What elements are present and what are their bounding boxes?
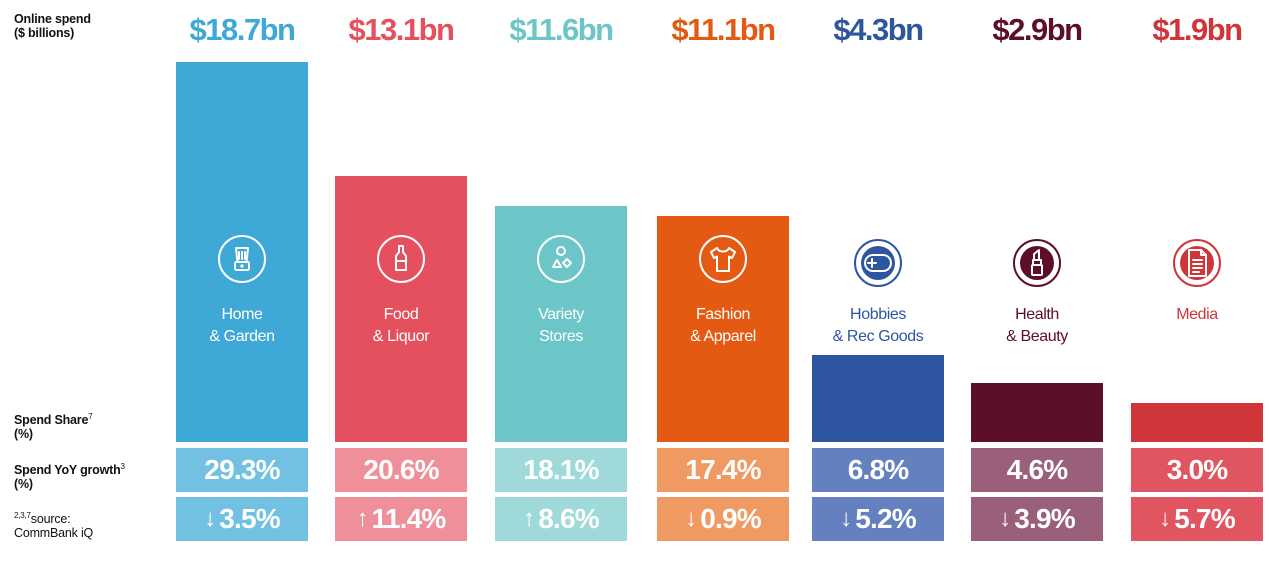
arrow-down-icon: ↓ bbox=[840, 505, 852, 532]
source-footnote-refs: 2,3,7 bbox=[14, 511, 31, 520]
spend-value-label: $4.3bn bbox=[833, 12, 924, 47]
chart-column: $11.1bn Fashion & Apparel 17.4% ↓ 0.9% bbox=[657, 0, 789, 562]
yoy-growth-tile: ↑ 11.4% bbox=[335, 497, 467, 541]
chart-column: $11.6bn Variety Stores 18.1% ↑ 8.6% bbox=[495, 0, 627, 562]
yoy-growth-value: 11.4% bbox=[371, 503, 447, 534]
yoy-growth-value: 8.6% bbox=[538, 503, 599, 534]
spend-value-label: $13.1bn bbox=[348, 12, 455, 47]
category-label-line2: & Garden bbox=[209, 328, 275, 345]
yoy-growth-tile: ↓ 3.5% bbox=[176, 497, 308, 541]
category-label: Variety Stores bbox=[485, 304, 637, 348]
spend-value-label: $2.9bn bbox=[992, 12, 1083, 47]
tshirt-icon bbox=[699, 235, 747, 283]
yoy-growth-value: 3.5% bbox=[219, 503, 280, 534]
arrow-down-icon: ↓ bbox=[685, 505, 697, 532]
source-label-line2: CommBank iQ bbox=[14, 526, 94, 541]
spend-value-label: $1.9bn bbox=[1152, 12, 1243, 47]
arrow-up-icon: ↑ bbox=[356, 505, 368, 532]
category-label-line1: Home bbox=[221, 306, 263, 323]
spend-share-tile: 20.6% bbox=[335, 448, 467, 492]
category-label-line2: & Apparel bbox=[690, 328, 756, 345]
spend-share-tile: 17.4% bbox=[657, 448, 789, 492]
yoy-growth-label: Spend YoY growth3 (%) bbox=[14, 460, 125, 491]
shapes-icon bbox=[537, 235, 585, 283]
category-label-line1: Food bbox=[383, 306, 419, 323]
arrow-down-icon: ↓ bbox=[1159, 505, 1171, 532]
spend-value-label: $18.7bn bbox=[189, 12, 296, 47]
category-label: Hobbies & Rec Goods bbox=[802, 304, 954, 348]
arrow-down-icon: ↓ bbox=[999, 505, 1011, 532]
yoy-growth-footnote: 3 bbox=[120, 462, 125, 471]
online-spend-label: Online spend ($ billions) bbox=[14, 12, 91, 40]
spend-value-label: $11.6bn bbox=[509, 12, 614, 47]
category-label-line2: Stores bbox=[539, 328, 583, 345]
category-label: Food & Liquor bbox=[325, 304, 477, 348]
category-label-line2: & Beauty bbox=[1006, 328, 1068, 345]
spend-bar bbox=[495, 206, 627, 442]
category-label: Media bbox=[1121, 304, 1269, 326]
category-label-line1: Health bbox=[1015, 306, 1059, 323]
yoy-growth-tile: ↓ 3.9% bbox=[971, 497, 1103, 541]
spend-share-label: Spend Share7 (%) bbox=[14, 410, 93, 442]
yoy-growth-value: 5.2% bbox=[855, 503, 916, 534]
spend-share-tile: 18.1% bbox=[495, 448, 627, 492]
chart-column: $2.9bn Health & Beauty 4.6% ↓ 3.9% bbox=[971, 0, 1103, 562]
category-label-line1: Hobbies bbox=[850, 306, 906, 323]
category-label: Fashion & Apparel bbox=[647, 304, 799, 348]
blender-icon bbox=[218, 235, 266, 283]
arrow-down-icon: ↓ bbox=[204, 505, 216, 532]
yoy-growth-label-line2: (%) bbox=[14, 477, 33, 492]
yoy-growth-tile: ↓ 5.7% bbox=[1131, 497, 1263, 541]
spend-share-footnote: 7 bbox=[88, 412, 93, 421]
source-label: 2,3,7source: CommBank iQ bbox=[14, 509, 93, 540]
spend-bar bbox=[812, 355, 944, 442]
lipstick-icon bbox=[1013, 239, 1061, 287]
yoy-growth-label-line1: Spend YoY growth bbox=[14, 463, 121, 478]
spend-share-tile: 4.6% bbox=[971, 448, 1103, 492]
spend-bar bbox=[1131, 403, 1263, 442]
yoy-growth-value: 5.7% bbox=[1174, 503, 1235, 534]
spend-share-tile: 6.8% bbox=[812, 448, 944, 492]
chart-column: $13.1bn Food & Liquor 20.6% ↑ 11.4% bbox=[335, 0, 467, 562]
bottle-icon bbox=[377, 235, 425, 283]
yoy-growth-tile: ↓ 0.9% bbox=[657, 497, 789, 541]
spend-share-label-line1: Spend Share bbox=[14, 413, 89, 428]
category-label-line1: Fashion bbox=[695, 306, 751, 323]
yoy-growth-value: 0.9% bbox=[700, 503, 761, 534]
category-label-line1: Variety bbox=[538, 306, 584, 323]
spend-share-tile: 3.0% bbox=[1131, 448, 1263, 492]
spend-bar bbox=[971, 383, 1103, 442]
chart-column: $18.7bn Home & Garden 29.3% ↓ 3.5% bbox=[176, 0, 308, 562]
document-icon bbox=[1173, 239, 1221, 287]
source-label-line1: source: bbox=[30, 512, 71, 527]
spend-share-tile: 29.3% bbox=[176, 448, 308, 492]
spend-value-label: $11.1bn bbox=[671, 12, 776, 47]
online-spend-label-line1: Online spend bbox=[14, 12, 91, 26]
spend-share-label-line2: (%) bbox=[14, 427, 33, 442]
yoy-growth-tile: ↑ 8.6% bbox=[495, 497, 627, 541]
spend-bar bbox=[335, 176, 467, 442]
gamepad-icon bbox=[854, 239, 902, 287]
spend-bar bbox=[657, 216, 789, 442]
category-label-line2: & Rec Goods bbox=[832, 328, 924, 345]
category-label-line1: Media bbox=[1176, 306, 1218, 323]
category-label-line2: & Liquor bbox=[372, 328, 430, 345]
category-label: Health & Beauty bbox=[961, 304, 1113, 348]
chart-column: $4.3bn Hobbies & Rec Goods 6.8% ↓ 5.2% bbox=[812, 0, 944, 562]
arrow-up-icon: ↑ bbox=[523, 505, 535, 532]
yoy-growth-tile: ↓ 5.2% bbox=[812, 497, 944, 541]
online-spend-label-line2: ($ billions) bbox=[14, 26, 75, 40]
category-label: Home & Garden bbox=[166, 304, 318, 348]
yoy-growth-value: 3.9% bbox=[1014, 503, 1075, 534]
chart-column: $1.9bn Media 3.0% ↓ 5.7% bbox=[1131, 0, 1263, 562]
